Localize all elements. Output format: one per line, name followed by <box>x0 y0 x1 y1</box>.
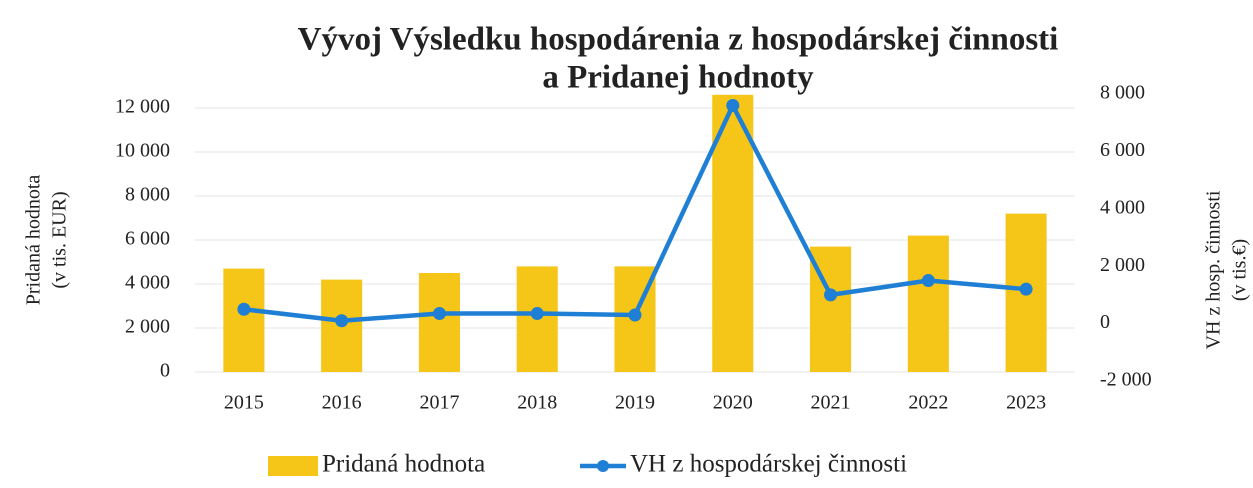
chart-title: Vývoj Výsledku hospodárenia z hospodársk… <box>298 22 1059 58</box>
line-point <box>432 307 446 321</box>
bar <box>712 94 754 373</box>
legend-label: VH z hospodárskej činnosti <box>630 451 907 478</box>
y-tick-label: 12 000 <box>115 96 170 118</box>
x-tick-label: 2019 <box>615 392 655 414</box>
legend-swatch <box>597 460 609 472</box>
x-tick-label: 2018 <box>517 392 557 414</box>
y2-tick-label: 8 000 <box>1100 82 1145 104</box>
y2-tick-label: 4 000 <box>1100 196 1145 218</box>
legend-label: Pridaná hodnota <box>322 451 485 478</box>
chart-title: a Pridanej hodnoty <box>542 60 814 96</box>
legend-swatch <box>268 456 318 476</box>
x-tick-label: 2022 <box>908 392 948 414</box>
line-point <box>530 307 544 321</box>
y-axis-title: (v tis. EUR) <box>49 191 71 288</box>
bar <box>223 268 265 372</box>
y-tick-label: 10 000 <box>115 140 170 162</box>
y2-tick-label: -2 000 <box>1100 369 1152 391</box>
bar <box>418 273 460 372</box>
x-tick-label: 2015 <box>224 392 264 414</box>
y2-tick-label: 2 000 <box>1100 254 1145 276</box>
line-point <box>1019 282 1033 296</box>
line-point <box>824 288 838 302</box>
x-tick-label: 2020 <box>713 392 753 414</box>
x-tick-label: 2017 <box>419 392 459 414</box>
line-point <box>726 98 740 112</box>
line-point <box>335 314 349 328</box>
y2-axis-title: VH z hosp. činnosti <box>1203 190 1225 349</box>
line-point <box>628 308 642 322</box>
x-tick-label: 2023 <box>1006 392 1046 414</box>
x-tick-label: 2021 <box>811 392 851 414</box>
y-axis-title: Pridaná hodnota <box>23 175 45 306</box>
x-tick-label: 2016 <box>322 392 362 414</box>
y-tick-label: 4 000 <box>125 272 170 294</box>
y-tick-label: 0 <box>160 360 170 382</box>
bar <box>907 235 949 372</box>
line-point <box>921 274 935 288</box>
y2-axis-title: (v tis.€) <box>1229 239 1251 301</box>
y-tick-label: 8 000 <box>125 184 170 206</box>
y-tick-label: 2 000 <box>125 316 170 338</box>
y2-tick-label: 6 000 <box>1100 139 1145 161</box>
y2-tick-label: 0 <box>1100 311 1110 333</box>
line-point <box>237 302 251 316</box>
y-tick-label: 6 000 <box>125 228 170 250</box>
